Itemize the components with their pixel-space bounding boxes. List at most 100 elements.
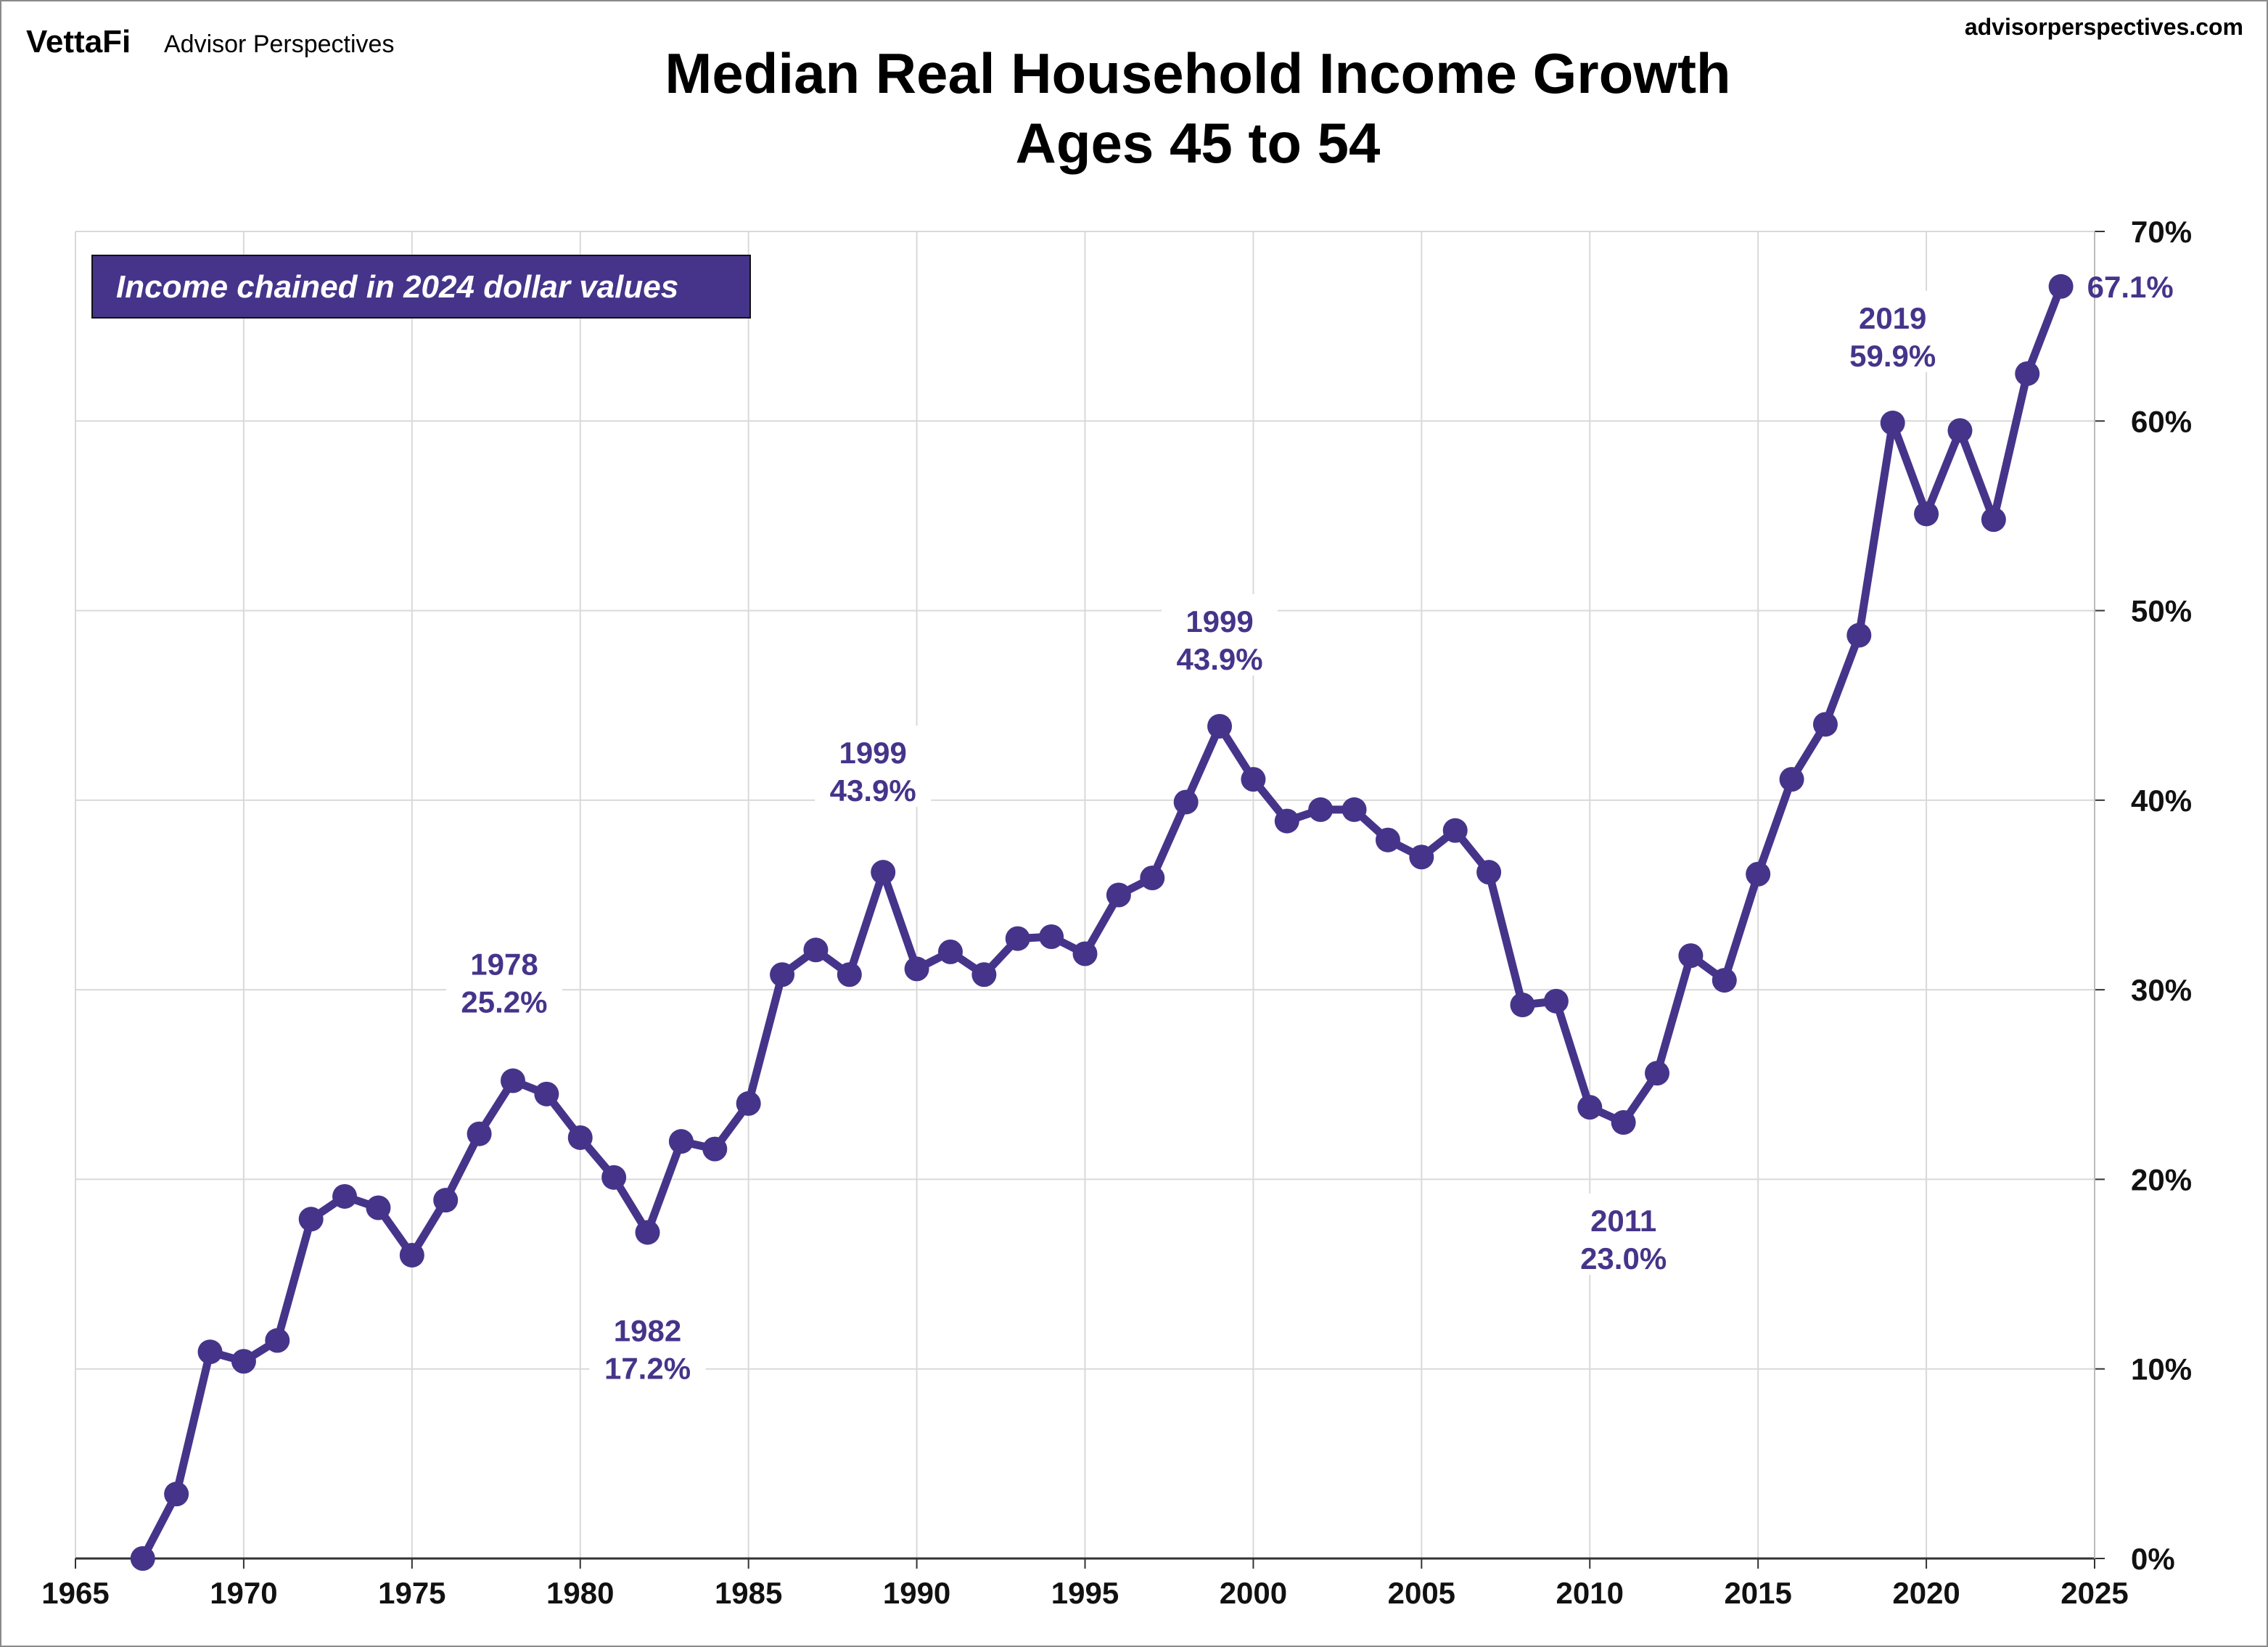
data-point (1442, 818, 1468, 843)
data-point (1342, 797, 1367, 822)
x-tick-label: 2015 (1724, 1576, 1791, 1610)
x-tick-label: 2000 (1220, 1576, 1287, 1610)
gridlines (75, 231, 2095, 1559)
annotations: 197825.2%198217.2%199943.9%199943.9%2011… (445, 290, 1951, 1386)
chart-title: Median Real Household Income Growth (665, 41, 1730, 105)
y-tick-label: 0% (2131, 1542, 2175, 1576)
x-tick-label: 1965 (41, 1576, 109, 1610)
data-point (1914, 501, 1939, 527)
x-tick-label: 2010 (1556, 1576, 1624, 1610)
x-axis: 1965 1970 1975 1980 1985 1990 1995 2000 2005 2010… (41, 1557, 2129, 1610)
data-point (231, 1349, 256, 1374)
data-point (298, 1207, 324, 1232)
end-value-label: 67.1% (2087, 270, 2174, 304)
data-point (534, 1081, 559, 1106)
data-point (1880, 410, 1905, 435)
annotation-value: 43.9% (1176, 642, 1262, 676)
annotation-year: 1999 (1186, 604, 1253, 638)
annotation-year: 1978 (470, 948, 538, 982)
x-tick-label: 1985 (715, 1576, 782, 1610)
data-point (1207, 713, 1233, 739)
data-point (668, 1129, 694, 1154)
data-point (567, 1125, 593, 1150)
data-point (1779, 767, 1804, 792)
data-point (332, 1183, 358, 1209)
annotation-value: 17.2% (604, 1352, 691, 1386)
annotation: 1999 43.9% (1162, 594, 1278, 676)
data-point (904, 956, 929, 982)
data-point (433, 1188, 459, 1213)
y-tick-label: 70% (2131, 215, 2192, 249)
y-tick-label: 30% (2131, 973, 2192, 1007)
data-point (871, 860, 896, 885)
data-point (1173, 789, 1199, 815)
data-point (2015, 361, 2040, 386)
data-point (1611, 1110, 1636, 1135)
annotation-background (1565, 1194, 1682, 1276)
site-url[interactable]: advisorperspectives.com (1965, 14, 2243, 40)
data-point (1039, 924, 1064, 949)
logo-text: VettaFi (26, 24, 131, 59)
annotation-value: 43.9% (830, 773, 916, 808)
x-tick-label: 1980 (546, 1576, 614, 1610)
data-point (1981, 507, 2006, 533)
annotation-value: 59.9% (1849, 339, 1936, 373)
annotation: 2019 59.9% (1834, 290, 1951, 373)
y-tick-label: 10% (2131, 1352, 2192, 1387)
chart-subtitle: Ages 45 to 54 (1016, 111, 1381, 175)
data-point (601, 1165, 627, 1190)
vettafi-logo: VettaFi (26, 24, 131, 59)
annotation: 1982 17.2% (589, 1303, 706, 1386)
data-point (1409, 845, 1434, 870)
data-point (1947, 418, 1973, 443)
annotation-background (815, 726, 932, 808)
data-point (937, 939, 963, 964)
data-point (971, 962, 997, 987)
data-point (1812, 712, 1838, 737)
data-point (635, 1220, 660, 1245)
data-point (702, 1136, 728, 1162)
note-box-background (91, 255, 751, 319)
data-point (265, 1328, 290, 1353)
data-point (1308, 797, 1334, 822)
annotation-year: 1982 (614, 1314, 681, 1348)
x-tick-label: 1995 (1051, 1576, 1119, 1610)
data-point (1072, 941, 1098, 966)
y-tick-label: 40% (2131, 784, 2192, 818)
data-point (736, 1091, 761, 1116)
data-point (837, 962, 862, 987)
data-point (803, 937, 829, 963)
data-point (2048, 274, 2074, 299)
x-tick-label: 1970 (210, 1576, 277, 1610)
data-point (130, 1546, 155, 1571)
y-axis: 0% 10% 20% 30% 40% 50% 60% 70% (2094, 215, 2192, 1576)
annotation-value: 23.0% (1580, 1241, 1667, 1276)
annotation-background (1834, 290, 1951, 372)
annotation-background (1162, 594, 1278, 675)
y-tick-label: 60% (2131, 404, 2192, 438)
series-line: 67.1% (130, 270, 2174, 1571)
data-point (1678, 943, 1704, 969)
data-point (1140, 865, 1165, 890)
data-point (1712, 968, 1737, 993)
data-point (1241, 767, 1266, 792)
annotation-value: 25.2% (461, 985, 547, 1019)
annotation-year: 2019 (1859, 301, 1926, 335)
data-point (164, 1482, 189, 1507)
series-path (139, 284, 2065, 1561)
data-point (1510, 993, 1535, 1018)
note-box: Income chained in 2024 dollar values (91, 255, 751, 319)
data-point (1746, 861, 1771, 887)
data-point (500, 1068, 525, 1093)
data-point (1543, 988, 1569, 1014)
data-point (1274, 808, 1299, 834)
annotation-year: 1999 (839, 736, 906, 770)
x-tick-label: 2020 (1892, 1576, 1960, 1610)
data-point (197, 1339, 223, 1365)
data-point (1375, 827, 1400, 853)
annotation-background (445, 937, 562, 1019)
x-tick-label: 1975 (378, 1576, 445, 1610)
y-tick-label: 20% (2131, 1162, 2192, 1196)
